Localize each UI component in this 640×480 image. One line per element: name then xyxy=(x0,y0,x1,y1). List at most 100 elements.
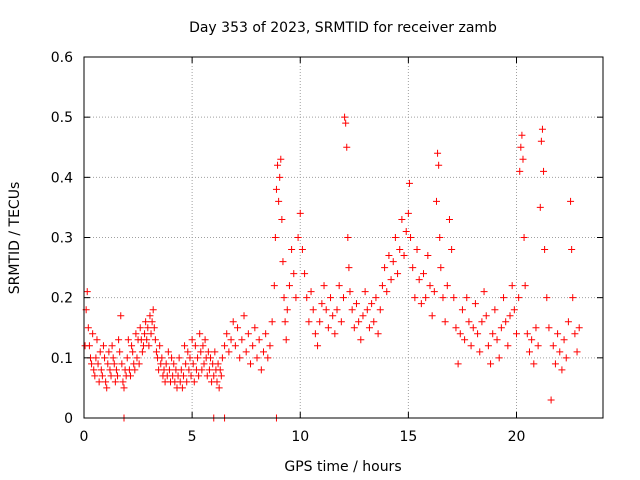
y-tick-label: 0.2 xyxy=(51,291,73,307)
y-axis-label: SRMTID / TECUs xyxy=(7,182,23,295)
data-point xyxy=(204,348,212,356)
data-point xyxy=(318,300,326,308)
data-point xyxy=(340,294,347,302)
data-point xyxy=(415,276,423,284)
data-point xyxy=(128,342,136,350)
data-point xyxy=(513,330,520,338)
data-point xyxy=(214,360,222,368)
data-point xyxy=(391,234,399,241)
data-point xyxy=(439,294,447,302)
y-tick-label: 0.6 xyxy=(51,50,73,66)
data-point xyxy=(510,306,518,314)
data-point xyxy=(199,342,207,350)
data-point xyxy=(271,234,279,241)
data-point xyxy=(549,342,557,350)
data-point xyxy=(327,294,335,302)
data-point xyxy=(458,306,466,314)
data-point xyxy=(227,336,235,344)
data-point xyxy=(178,384,186,392)
data-point xyxy=(203,372,211,380)
data-point xyxy=(372,294,380,302)
data-point xyxy=(146,312,154,320)
data-points xyxy=(81,113,583,422)
data-point xyxy=(143,336,151,344)
data-point xyxy=(148,318,156,326)
data-point xyxy=(363,306,371,314)
data-point xyxy=(218,354,226,362)
data-point xyxy=(517,143,525,151)
data-point xyxy=(201,336,209,344)
data-point xyxy=(229,318,237,326)
data-point xyxy=(515,294,523,302)
data-point xyxy=(266,342,274,350)
data-point xyxy=(236,354,244,362)
data-point xyxy=(107,372,115,380)
data-point xyxy=(288,246,296,254)
data-point xyxy=(190,378,198,386)
data-point xyxy=(329,312,337,320)
data-point xyxy=(182,360,190,368)
data-point xyxy=(307,288,315,296)
data-point xyxy=(249,342,257,350)
data-point xyxy=(540,167,548,175)
data-point xyxy=(402,227,410,235)
data-point xyxy=(443,282,451,290)
x-tick-label: 20 xyxy=(508,429,526,445)
data-point xyxy=(331,330,339,338)
data-point xyxy=(99,342,107,350)
data-point xyxy=(83,288,91,296)
data-point xyxy=(108,342,116,350)
data-point xyxy=(274,161,282,169)
data-point xyxy=(133,354,141,362)
data-point xyxy=(257,366,265,374)
data-point xyxy=(215,384,223,392)
data-point xyxy=(253,354,261,362)
data-point xyxy=(398,215,406,223)
data-point xyxy=(165,366,173,374)
data-point xyxy=(348,306,356,314)
data-point xyxy=(381,264,389,272)
data-point xyxy=(454,360,462,368)
data-point xyxy=(292,294,300,302)
data-point xyxy=(187,372,195,380)
data-point xyxy=(346,288,354,296)
data-point xyxy=(341,113,349,121)
data-point xyxy=(564,318,572,326)
data-point xyxy=(105,348,113,356)
data-point xyxy=(119,378,127,386)
data-point xyxy=(150,324,158,332)
x-tick-label: 5 xyxy=(188,429,197,445)
data-point xyxy=(456,330,464,338)
data-point xyxy=(489,330,497,338)
data-point xyxy=(405,179,413,187)
data-point xyxy=(95,378,103,386)
data-point xyxy=(383,288,391,296)
data-point xyxy=(396,246,404,254)
data-point xyxy=(225,348,233,356)
data-point xyxy=(89,330,97,338)
data-point xyxy=(467,342,475,350)
data-point xyxy=(126,372,134,380)
data-point xyxy=(84,324,92,332)
data-point xyxy=(234,324,242,332)
data-point xyxy=(560,336,568,344)
data-point xyxy=(186,354,194,362)
data-point xyxy=(164,348,172,356)
data-point xyxy=(152,348,160,356)
x-axis-label: GPS time / hours xyxy=(284,459,401,475)
data-point xyxy=(88,360,96,368)
data-point xyxy=(268,318,276,326)
data-point xyxy=(181,342,189,350)
data-point xyxy=(118,360,126,368)
data-point xyxy=(420,270,428,278)
data-point xyxy=(495,354,503,362)
data-point xyxy=(276,173,284,181)
data-point xyxy=(117,312,125,320)
data-point xyxy=(519,155,527,163)
data-point xyxy=(189,360,197,368)
data-point xyxy=(469,324,477,332)
data-point xyxy=(116,348,124,356)
data-point xyxy=(305,318,313,326)
data-point xyxy=(94,360,102,368)
